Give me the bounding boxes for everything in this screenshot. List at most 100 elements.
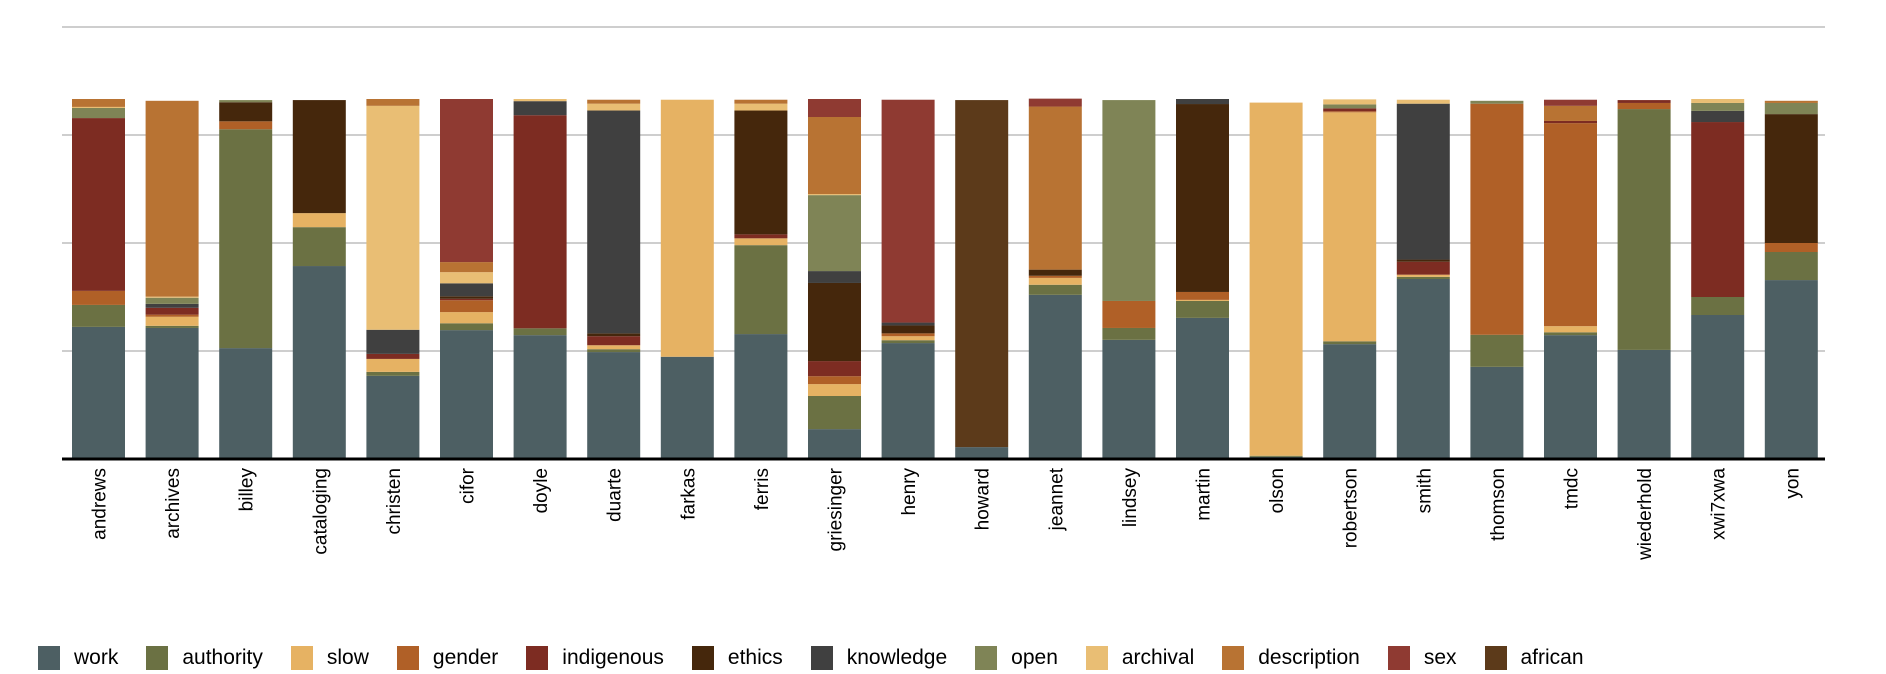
bar-segment-knowledge bbox=[881, 322, 935, 326]
bar-segment-work bbox=[292, 266, 346, 459]
bar-ferris bbox=[734, 99, 788, 459]
bar-segment-ethics bbox=[1176, 104, 1229, 292]
x-tick-label: thomson bbox=[1488, 468, 1509, 541]
bar-segment-sex bbox=[881, 99, 935, 323]
bar-segment-work bbox=[1544, 335, 1597, 459]
x-tick-label: cifor bbox=[458, 467, 479, 504]
bar-segment-work bbox=[587, 352, 641, 459]
x-tick-label: christen bbox=[384, 468, 405, 535]
bar-segment-slow bbox=[1396, 274, 1450, 277]
bar-thomson bbox=[1470, 100, 1524, 459]
bar-segment-knowledge bbox=[440, 283, 493, 297]
x-tick-label: robertson bbox=[1341, 468, 1362, 548]
legend-swatch bbox=[38, 646, 60, 670]
bar-segment-indigenous bbox=[1617, 100, 1671, 103]
bar-segment-open bbox=[1691, 102, 1745, 111]
x-tick-label: doyle bbox=[531, 468, 552, 513]
bar-griesinger bbox=[808, 99, 861, 459]
bar-segment-sex bbox=[440, 99, 493, 263]
legend-item-gender: gender bbox=[396, 646, 499, 670]
x-tick-label: smith bbox=[1414, 468, 1435, 513]
bar-segment-authority bbox=[1617, 109, 1671, 350]
legend-swatch bbox=[146, 646, 169, 670]
legend-swatch bbox=[1484, 646, 1507, 670]
bar-andrews bbox=[72, 99, 125, 459]
bar-segment-slow bbox=[587, 345, 641, 350]
bar-segment-archival bbox=[1323, 99, 1377, 105]
x-tick-label: howard bbox=[973, 468, 994, 530]
bar-segment-authority bbox=[808, 396, 861, 430]
legend-swatch bbox=[1085, 646, 1108, 670]
x-tick-label: farkas bbox=[678, 468, 699, 520]
legend-item-slow: slow bbox=[290, 646, 369, 670]
bar-segment-knowledge bbox=[145, 303, 199, 308]
bar-segment-indigenous bbox=[72, 118, 125, 291]
bar-segment-ethics bbox=[1764, 114, 1818, 244]
bar-segment-slow bbox=[808, 384, 861, 396]
x-tick-label: jeannet bbox=[1046, 467, 1067, 531]
bar-segment-gender bbox=[1176, 291, 1229, 300]
bar-segment-authority bbox=[1691, 297, 1745, 315]
bar-segment-authority bbox=[1396, 276, 1450, 279]
bar-segment-gender bbox=[1617, 102, 1671, 110]
gridlines bbox=[62, 26, 1825, 352]
bar-segment-archival bbox=[72, 106, 125, 108]
legend-swatch bbox=[1222, 646, 1245, 670]
bar-segment-gender bbox=[1544, 123, 1597, 327]
bar-segment-indigenous bbox=[587, 336, 641, 346]
bar-segment-slow bbox=[660, 99, 714, 357]
bar-segment-authority bbox=[366, 371, 420, 376]
bar-segment-ethics bbox=[1396, 259, 1450, 262]
bar-segment-indigenous bbox=[734, 234, 788, 239]
bar-segment-indigenous bbox=[440, 298, 493, 301]
bar-segment-authority bbox=[1470, 334, 1524, 367]
bar-segment-archival bbox=[808, 194, 861, 196]
bar-segment-open bbox=[1470, 100, 1524, 104]
bar-segment-work bbox=[366, 375, 420, 459]
bar-segment-gender bbox=[440, 300, 493, 313]
legend-label: ethics bbox=[727, 646, 783, 669]
bar-segment-work bbox=[219, 348, 273, 459]
bar-segment-archival bbox=[1396, 99, 1450, 104]
bar-segment-authority bbox=[1544, 332, 1597, 336]
bar-segment-work bbox=[440, 330, 493, 459]
bar-segment-authority bbox=[292, 227, 346, 267]
bar-segment-authority bbox=[1102, 327, 1156, 340]
bar-segment-work bbox=[1028, 294, 1082, 459]
bar-segment-authority bbox=[1028, 284, 1082, 295]
bar-segment-authority bbox=[1176, 300, 1229, 318]
bar-segment-authority bbox=[440, 323, 493, 331]
bar-xwi7xwa bbox=[1691, 99, 1745, 459]
bar-segment-slow bbox=[440, 312, 493, 324]
bar-segment-gender bbox=[1470, 103, 1524, 335]
legend-label: gender bbox=[432, 646, 499, 669]
bar-segment-description bbox=[1028, 106, 1082, 270]
bar-segment-gender bbox=[219, 121, 273, 130]
bar-segment-slow bbox=[734, 238, 788, 246]
bar-segment-description bbox=[808, 117, 861, 195]
bar-segment-knowledge bbox=[1691, 110, 1745, 123]
legend-label: work bbox=[74, 646, 119, 669]
bar-segment-authority bbox=[219, 129, 273, 349]
bar-henry bbox=[881, 99, 935, 459]
bar-segment-work bbox=[955, 447, 1009, 459]
bar-segment-archival bbox=[513, 99, 567, 102]
bar-segment-work bbox=[513, 335, 567, 459]
legend-item-archival: archival bbox=[1085, 646, 1194, 670]
bar-segment-archival bbox=[440, 272, 493, 284]
legend-swatch bbox=[526, 646, 549, 670]
bar-segment-slow bbox=[1249, 102, 1303, 456]
bar-segment-slow bbox=[1323, 112, 1377, 342]
legend-swatch bbox=[290, 646, 313, 670]
legend-item-work: work bbox=[38, 646, 118, 670]
x-tick-labels: andrews archives billey cataloging christen c… bbox=[90, 467, 1804, 561]
bar-segment-description bbox=[1544, 105, 1597, 121]
bar-segment-gender bbox=[72, 290, 125, 305]
bar-segment-knowledge bbox=[366, 329, 420, 354]
x-tick-label: xwi7xwa bbox=[1709, 468, 1730, 540]
bar-segment-authority bbox=[1764, 252, 1818, 281]
legend-label: indigenous bbox=[562, 646, 664, 669]
bar-segment-work bbox=[808, 429, 861, 459]
bar-segment-slow bbox=[145, 316, 199, 326]
x-tick-label: billey bbox=[237, 468, 258, 512]
